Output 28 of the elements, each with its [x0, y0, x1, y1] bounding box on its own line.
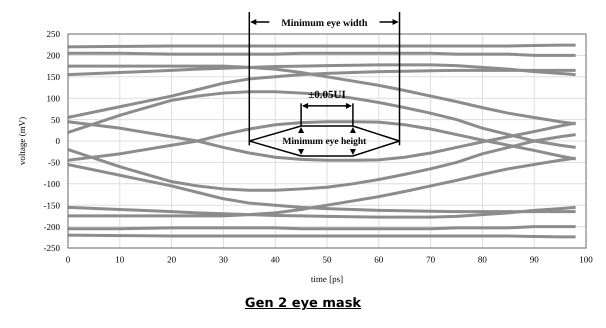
y-tick-label: -200 [44, 222, 60, 232]
x-tick-label: 20 [167, 254, 177, 264]
y-tick-label: 50 [51, 114, 60, 125]
annotation: Minimum eye height [282, 137, 368, 147]
text: Minimum eye width [281, 18, 368, 29]
text: Gen 2 eye mask [244, 296, 362, 311]
y-tick-label: 150 [46, 72, 60, 82]
x-tick-label: 30 [218, 254, 228, 264]
x-tick-label: 80 [478, 254, 488, 264]
y-tick-label: 100 [46, 93, 60, 104]
x-tick-label: 10 [115, 254, 125, 264]
y-tick-label: -250 [44, 243, 60, 254]
annotation: ±0.05UI [308, 88, 346, 101]
y-tick-label: 250 [46, 29, 60, 40]
y-tick-label: -100 [44, 178, 60, 189]
y-tick-label: -50 [48, 158, 60, 168]
x-tick-label: 90 [530, 254, 540, 264]
y-tick-label: 200 [46, 50, 60, 61]
x-tick-label: 70 [426, 254, 436, 264]
x-tick-label: 0 [66, 254, 71, 264]
x-tick-label: 40 [270, 254, 280, 264]
x-axis-title: time [ps] [310, 274, 344, 284]
x-tick-label: 50 [322, 254, 332, 264]
y-tick-label: 0 [56, 136, 60, 146]
y-tick-label: -150 [44, 200, 60, 210]
x-tick-label: 100 [579, 254, 594, 264]
y-axis-title: voltage (mV) [17, 116, 28, 166]
x-tick-label: 60 [374, 254, 384, 264]
